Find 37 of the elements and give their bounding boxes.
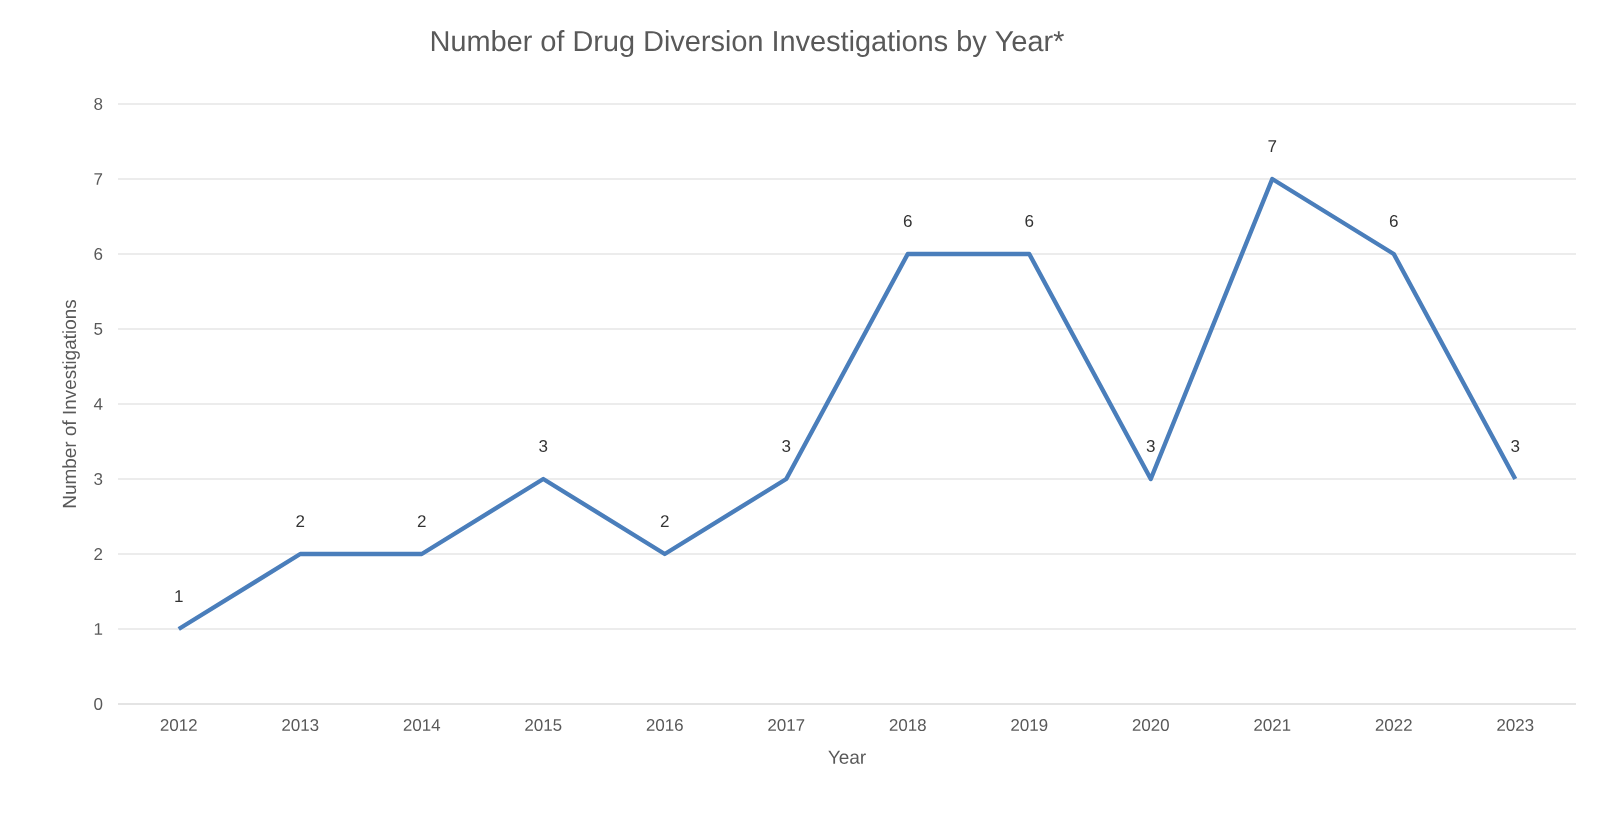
y-tick-label: 1 xyxy=(94,623,103,635)
data-label: 6 xyxy=(1025,214,1034,227)
data-label: 6 xyxy=(903,214,912,227)
y-tick-label: 0 xyxy=(94,698,103,710)
y-tick-label: 5 xyxy=(94,323,103,335)
data-label: 2 xyxy=(296,515,305,527)
data-label: 1 xyxy=(175,590,183,602)
y-tick-label: 8 xyxy=(94,98,103,110)
x-tick-label: 2012 xyxy=(160,719,197,732)
chart-title: Number of Drug Diversion Investigations by Year* xyxy=(431,30,1064,58)
data-label: 3 xyxy=(1511,439,1520,452)
y-tick-label: 6 xyxy=(94,248,103,260)
y-tick-label: 2 xyxy=(94,548,103,560)
x-tick-label: 2016 xyxy=(646,719,683,732)
y-tick-label: 4 xyxy=(93,398,103,410)
x-tick-label: 2019 xyxy=(1011,719,1048,732)
x-tick-label: 2023 xyxy=(1497,719,1534,732)
x-axis-title: Year xyxy=(828,750,866,764)
y-axis-title: Number of Investigations xyxy=(62,300,80,508)
data-label: 3 xyxy=(1146,439,1155,452)
x-tick-label: 2022 xyxy=(1375,719,1412,732)
y-tick-label: 7 xyxy=(94,173,103,185)
x-tick-label: 2021 xyxy=(1254,719,1291,732)
data-label: 2 xyxy=(417,515,426,527)
x-tick-label: 2017 xyxy=(768,719,805,732)
x-tick-label: 2014 xyxy=(403,719,441,732)
x-tick-label: 2020 xyxy=(1132,719,1169,732)
line-series xyxy=(176,176,1518,632)
x-tick-label: 2013 xyxy=(282,719,319,732)
x-tick-label: 2015 xyxy=(525,719,562,732)
data-label: 3 xyxy=(539,439,548,452)
data-label: 7 xyxy=(1268,140,1277,152)
data-label: 6 xyxy=(1389,214,1398,227)
data-label: 3 xyxy=(782,439,791,452)
data-label: 2 xyxy=(660,515,669,527)
y-tick-label: 3 xyxy=(94,473,103,485)
x-tick-label: 2018 xyxy=(889,719,926,732)
